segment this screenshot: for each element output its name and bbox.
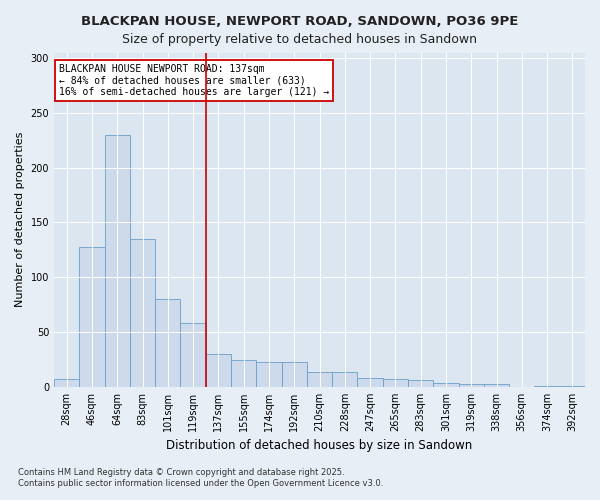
Bar <box>155 299 181 387</box>
Bar <box>383 380 408 387</box>
Bar <box>256 362 281 387</box>
Bar <box>408 380 433 387</box>
Bar <box>231 360 256 387</box>
Bar <box>181 324 206 387</box>
Text: BLACKPAN HOUSE, NEWPORT ROAD, SANDOWN, PO36 9PE: BLACKPAN HOUSE, NEWPORT ROAD, SANDOWN, P… <box>82 15 518 28</box>
Text: BLACKPAN HOUSE NEWPORT ROAD: 137sqm
← 84% of detached houses are smaller (633)
1: BLACKPAN HOUSE NEWPORT ROAD: 137sqm ← 84… <box>59 64 329 98</box>
Bar <box>332 372 358 387</box>
Bar <box>458 384 484 387</box>
Bar <box>54 380 79 387</box>
Bar <box>560 386 585 387</box>
Text: Size of property relative to detached houses in Sandown: Size of property relative to detached ho… <box>122 32 478 46</box>
Text: Contains HM Land Registry data © Crown copyright and database right 2025.
Contai: Contains HM Land Registry data © Crown c… <box>18 468 383 487</box>
Bar <box>307 372 332 387</box>
Bar <box>484 384 509 387</box>
Bar <box>104 134 130 387</box>
Bar <box>79 246 104 387</box>
Bar <box>433 382 458 387</box>
Bar <box>358 378 383 387</box>
Y-axis label: Number of detached properties: Number of detached properties <box>15 132 25 308</box>
Bar <box>130 239 155 387</box>
X-axis label: Distribution of detached houses by size in Sandown: Distribution of detached houses by size … <box>166 440 473 452</box>
Bar <box>535 386 560 387</box>
Bar <box>206 354 231 387</box>
Bar <box>281 362 307 387</box>
